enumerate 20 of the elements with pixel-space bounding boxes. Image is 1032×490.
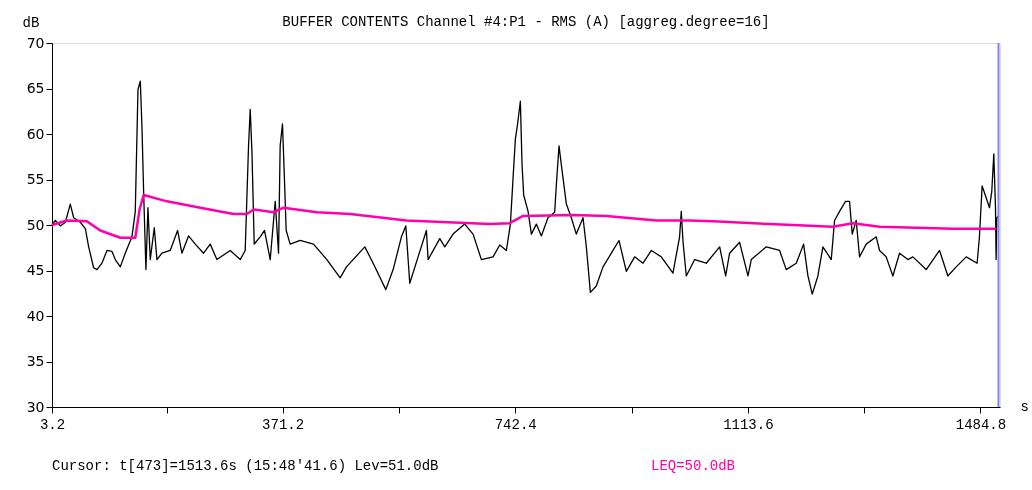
x-tick-label: 1484.8	[955, 416, 1007, 433]
chart-title: BUFFER CONTENTS Channel #4:P1 - RMS (A) [aggreg.degree=16]	[282, 14, 770, 30]
y-tick-label: 65	[26, 80, 45, 96]
x-tick-label: 3.2	[39, 416, 66, 433]
y-axis-title: dB	[22, 14, 40, 31]
text: Cursor: t[473]=1513.6s (15:48'41.6) Lev=51.0dB	[52, 458, 439, 474]
x-axis-title: s	[1020, 398, 1029, 415]
line-series	[50, 193, 998, 239]
y-tick-label: 30	[26, 398, 45, 415]
y-tick-label: 60	[26, 125, 45, 142]
y-tick-label: 35	[26, 353, 45, 369]
y-tick-label: 70	[26, 34, 45, 51]
text: LEQ=50.0dB	[651, 458, 736, 474]
y-tick-label: 55	[26, 171, 45, 187]
x-tick-label: 371.2	[262, 416, 305, 433]
y-tick-label: 50	[26, 216, 45, 233]
x-tick-label: 1113.6	[723, 416, 774, 433]
y-tick-label: 45	[26, 262, 45, 278]
x-tick-label: 742.4	[494, 416, 537, 433]
y-tick-label: 40	[26, 307, 45, 324]
